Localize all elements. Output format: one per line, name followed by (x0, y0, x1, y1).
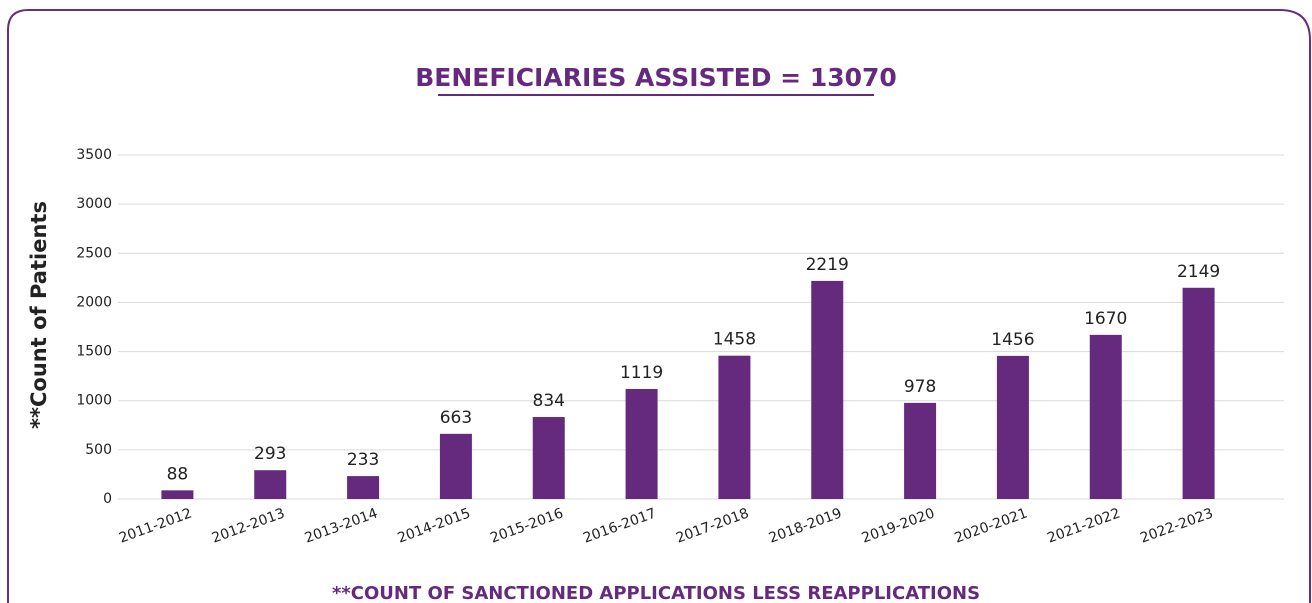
data-label: 293 (254, 444, 286, 464)
y-tick-label: 2500 (76, 245, 112, 261)
data-label: 1119 (620, 363, 663, 383)
y-tick-label: 1000 (76, 393, 112, 409)
data-label: 1456 (991, 330, 1034, 350)
data-label: 663 (440, 408, 472, 428)
bar (532, 417, 565, 499)
y-tick-label: 3500 (76, 147, 112, 163)
x-tick-label: 2015-2016 (488, 505, 565, 546)
x-tick-label: 2019-2020 (860, 505, 937, 546)
bar (161, 490, 194, 499)
bar (1182, 287, 1215, 499)
x-tick-label: 2016-2017 (581, 505, 658, 546)
bar (625, 389, 658, 499)
data-label: 834 (533, 391, 565, 411)
data-label: 1670 (1084, 309, 1127, 329)
x-tick-label: 2012-2013 (210, 505, 287, 546)
y-tick-label: 2000 (76, 294, 112, 310)
data-label: 978 (904, 377, 936, 397)
footnote: **COUNT OF SANCTIONED APPLICATIONS LESS … (332, 583, 980, 603)
x-tick-label: 2022-2023 (1138, 505, 1215, 546)
data-label: 233 (347, 450, 379, 470)
data-label: 2219 (806, 255, 849, 275)
y-axis-label: **Count of Patients (27, 201, 51, 429)
x-tick-label: 2017-2018 (674, 505, 751, 546)
chart-title: BENEFICIARIES ASSISTED = 13070 (415, 63, 897, 92)
bar (904, 402, 937, 499)
x-tick-label: 2014-2015 (395, 505, 472, 546)
bar (347, 476, 380, 499)
y-tick-label: 0 (103, 491, 112, 507)
x-tick-label: 2018-2019 (767, 505, 844, 546)
data-label: 2149 (1177, 262, 1220, 282)
y-tick-label: 1500 (76, 344, 112, 360)
bar (439, 433, 472, 499)
data-label: 1458 (713, 330, 756, 350)
frame (7, 9, 1311, 603)
x-tick-label: 2021-2022 (1045, 505, 1122, 546)
y-tick-label: 500 (85, 442, 112, 458)
y-tick-label: 3000 (76, 196, 112, 212)
x-tick-label: 2020-2021 (952, 505, 1029, 546)
bar (254, 470, 287, 499)
x-tick-label: 2011-2012 (117, 505, 194, 546)
bar (1089, 334, 1122, 499)
bar (996, 355, 1029, 499)
bar (718, 355, 751, 499)
bar (811, 280, 844, 499)
data-label: 88 (167, 464, 189, 484)
x-tick-label: 2013-2014 (303, 505, 380, 546)
